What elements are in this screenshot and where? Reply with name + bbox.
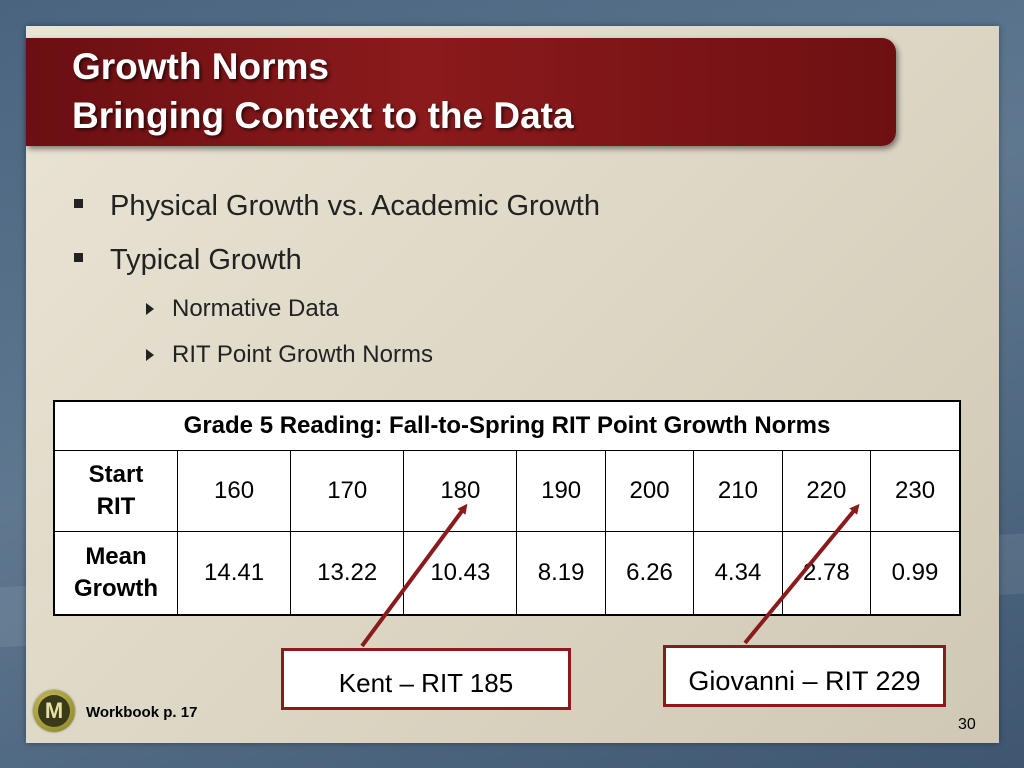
row-header-line: RIT bbox=[96, 493, 136, 520]
triangle-bullet-icon bbox=[146, 349, 154, 361]
bullet-item: Physical Growth vs. Academic Growth bbox=[72, 186, 600, 240]
square-bullet-icon bbox=[74, 199, 83, 208]
bullet-text: Typical Growth bbox=[110, 244, 302, 276]
table-cell: 180 bbox=[403, 450, 518, 532]
title-line-2: Bringing Context to the Data bbox=[72, 95, 574, 136]
logo-letter: M bbox=[38, 695, 70, 727]
sub-bullet-text: RIT Point Growth Norms bbox=[172, 341, 433, 368]
row-header-start-rit: Start RIT bbox=[53, 450, 178, 532]
table-cell: 230 bbox=[870, 450, 961, 532]
kent-callout: Kent – RIT 185 bbox=[281, 648, 571, 710]
triangle-bullet-icon bbox=[146, 303, 154, 315]
square-bullet-icon bbox=[74, 253, 83, 262]
table-cell: 13.22 bbox=[290, 531, 405, 616]
table-cell: 10.43 bbox=[403, 531, 518, 616]
slide-title: Growth Norms Bringing Context to the Dat… bbox=[72, 42, 574, 140]
table-caption-row: Grade 5 Reading: Fall-to-Spring RIT Poin… bbox=[53, 400, 961, 451]
row-header-line: Start bbox=[88, 461, 144, 488]
row-header-line: Mean bbox=[85, 543, 147, 570]
row-header-mean-growth: Mean Growth bbox=[53, 531, 178, 616]
m-logo-icon: M bbox=[33, 690, 75, 732]
bullet-list: Physical Growth vs. Academic Growth Typi… bbox=[72, 186, 600, 386]
table-cell: 160 bbox=[176, 450, 292, 532]
giovanni-callout: Giovanni – RIT 229 bbox=[663, 645, 946, 707]
table-cell: 2.78 bbox=[781, 531, 872, 616]
table-cell: 14.41 bbox=[176, 531, 292, 616]
workbook-reference: Workbook p. 17 bbox=[86, 704, 198, 721]
table-cell: 210 bbox=[693, 450, 783, 532]
row-header-line: Growth bbox=[74, 575, 158, 602]
table-cell: 220 bbox=[781, 450, 872, 532]
table-cell: 200 bbox=[604, 450, 695, 532]
growth-norms-table: Grade 5 Reading: Fall-to-Spring RIT Poin… bbox=[53, 400, 961, 616]
table-cell: 4.34 bbox=[693, 531, 783, 616]
table-cell: 0.99 bbox=[870, 531, 961, 616]
title-bar bbox=[26, 38, 896, 146]
bullet-item: Typical Growth bbox=[72, 240, 600, 294]
title-line-1: Growth Norms bbox=[72, 46, 329, 87]
table-cell: 190 bbox=[516, 450, 606, 532]
table-row: Start RIT 160 170 180 190 200 210 220 23… bbox=[53, 450, 961, 532]
table-cell: 6.26 bbox=[604, 531, 695, 616]
page-number: 30 bbox=[958, 716, 976, 733]
table-cell: 170 bbox=[290, 450, 405, 532]
bullet-text: Physical Growth vs. Academic Growth bbox=[110, 190, 600, 222]
table-cell: 8.19 bbox=[516, 531, 606, 616]
sub-bullet-text: Normative Data bbox=[172, 295, 339, 322]
table-caption: Grade 5 Reading: Fall-to-Spring RIT Poin… bbox=[53, 400, 961, 451]
table-row: Mean Growth 14.41 13.22 10.43 8.19 6.26 … bbox=[53, 531, 961, 616]
sub-bullet-item: RIT Point Growth Norms bbox=[72, 340, 600, 386]
sub-bullet-item: Normative Data bbox=[72, 294, 600, 340]
